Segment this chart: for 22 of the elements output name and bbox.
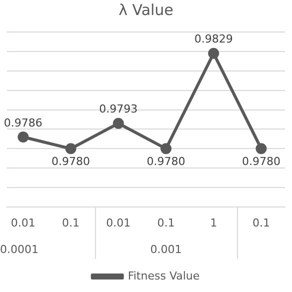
x-tick-label: 0.1 xyxy=(157,216,175,230)
x-tick-label: 0.1 xyxy=(62,216,80,230)
point xyxy=(256,143,267,154)
data-label: 0.9786 xyxy=(4,116,42,130)
data-label: 0.9793 xyxy=(99,102,138,116)
legend-label: Fitness Value xyxy=(128,269,200,282)
point xyxy=(160,143,172,154)
data-label: 0.9780 xyxy=(146,155,186,168)
data-label: 0.9780 xyxy=(242,155,280,168)
x-tick-label: 0.01 xyxy=(106,216,131,230)
chart-title: λ Value xyxy=(118,0,174,19)
point xyxy=(65,143,76,154)
x-tick-label: 0.1 xyxy=(252,216,270,230)
x-tick-label: 0.01 xyxy=(10,216,36,230)
point xyxy=(112,118,124,129)
text: 0.0001 xyxy=(0,242,38,256)
data-label: 0.9780 xyxy=(52,155,90,168)
point xyxy=(18,132,29,142)
text: 0.001 xyxy=(150,242,182,256)
data-label: 0.9829 xyxy=(194,32,233,46)
point xyxy=(208,48,220,59)
x-tick-label: 1 xyxy=(210,216,218,230)
